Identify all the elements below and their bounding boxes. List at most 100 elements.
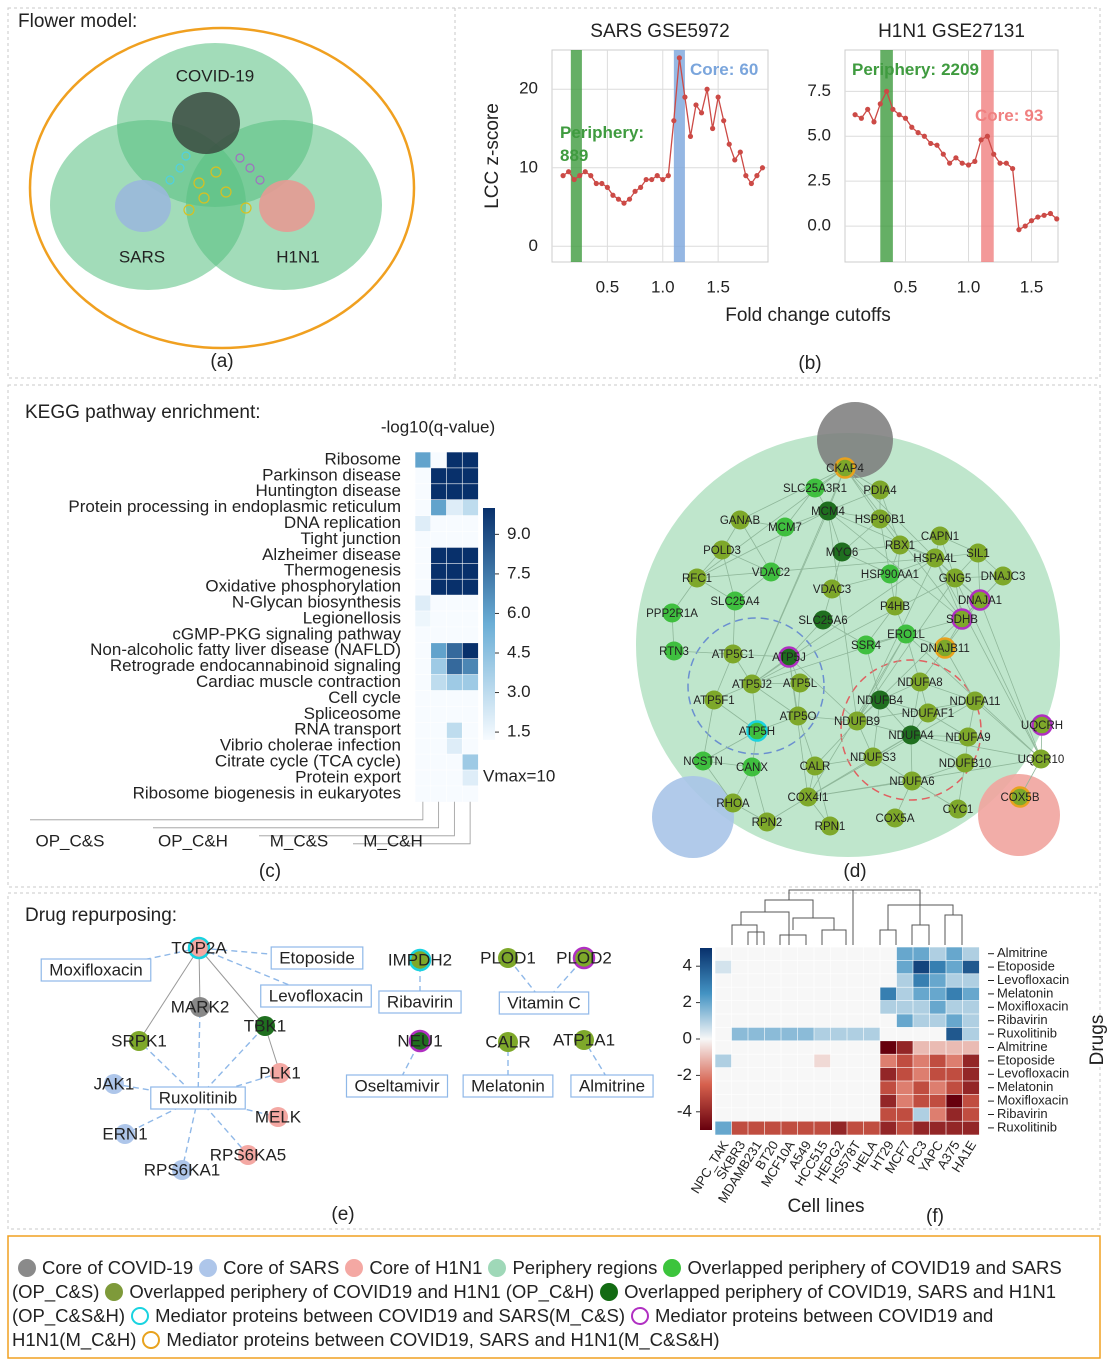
row-label: Levofloxacin: [997, 1066, 1069, 1081]
data-point: [571, 176, 577, 183]
heatmap-cell: [863, 1120, 881, 1136]
row-label: Etoposide: [997, 1052, 1055, 1067]
row-label: Ruxolitinib: [997, 1119, 1057, 1134]
legend-text: Overlapped periphery of COVID19, SARS an…: [12, 1281, 1057, 1326]
heatmap-cell: [430, 562, 448, 580]
heatmap-cell: [830, 1000, 848, 1015]
colorbar: [483, 508, 495, 740]
heatmap-cell: [461, 626, 479, 644]
heatmap-cell: [446, 483, 463, 501]
row-label: Etoposide: [997, 959, 1055, 974]
protein-node: [572, 946, 596, 970]
heatmap-cell: [797, 1107, 815, 1122]
data-point: [615, 196, 622, 202]
heatmap-cell: [813, 973, 832, 988]
data-point: [1003, 160, 1009, 166]
colorbar-tick-label: 6.0: [507, 603, 531, 622]
protein-node: [408, 948, 432, 972]
data-point: [997, 160, 1003, 166]
periphery-region: [636, 433, 1060, 857]
heatmap-cell: [912, 1053, 931, 1069]
network-edge: [954, 577, 1042, 760]
protein-label: NEU1: [397, 1031, 442, 1050]
protein-node: [408, 1029, 432, 1053]
heatmap-cell: [461, 658, 479, 676]
heatmap-cell: [962, 1013, 980, 1029]
node-label: VDAC3: [813, 584, 851, 596]
protein-node: [268, 1107, 288, 1127]
heatmap-cell: [929, 1000, 947, 1015]
data-point: [953, 155, 959, 161]
heatmap-cell: [414, 610, 432, 628]
heatmap-cell: [863, 1053, 881, 1069]
y-tick-label: 5.0: [807, 126, 831, 145]
heatmap-cell: [430, 753, 448, 771]
network-node: [945, 568, 965, 588]
network-node: [805, 756, 825, 776]
node-label: NDUFA6: [889, 776, 934, 788]
network-node: [993, 566, 1013, 586]
heatmap-cell: [945, 1107, 964, 1122]
heatmap-cell: [414, 626, 432, 644]
protein-node: [574, 1030, 594, 1050]
section-frame: [7, 7, 1101, 379]
section-frame: [7, 384, 1101, 888]
heatmap-cell: [764, 946, 782, 962]
heatmap-cell: [414, 674, 432, 692]
node-label: NDUFS3: [850, 752, 896, 764]
drug-network-edges: [95, 947, 613, 1171]
node-label: NDUFA8: [897, 677, 942, 689]
row-label: Ribavirin: [997, 1106, 1048, 1121]
protein-label: SRPK1: [111, 1031, 167, 1050]
heatmap-cell: [912, 986, 931, 1002]
heatmap-cell: [430, 483, 448, 501]
heatmap-cell: [863, 946, 881, 962]
heatmap-cell: [797, 1027, 815, 1042]
heatmap-cell: [896, 986, 914, 1002]
legend-text: Periphery regions: [512, 1257, 658, 1278]
heatmap-cell: [830, 1120, 848, 1136]
protein-label: CALR: [485, 1032, 530, 1051]
row-label: Spliceosome: [304, 704, 401, 723]
network-node: [951, 608, 973, 630]
protein-node: [238, 1145, 258, 1165]
heatmap-cell: [747, 1027, 766, 1042]
column-connector: [259, 801, 455, 837]
heatmap-cell: [912, 1067, 931, 1082]
heatmap-cell: [830, 1027, 848, 1042]
annotation-count: 60: [739, 60, 758, 79]
heatmap-cell: [414, 737, 432, 755]
heatmap-cell: [747, 1080, 766, 1096]
drug-box: [150, 1086, 246, 1110]
protein-node: [270, 1063, 290, 1083]
drug-box: [378, 990, 462, 1014]
heatmap-cell: [764, 1000, 782, 1015]
colorbar-tick-label: 1.5: [507, 722, 531, 741]
panel-label: (d): [843, 861, 866, 882]
heatmap-cell: [896, 1013, 914, 1029]
heatmap-cell: [780, 1094, 799, 1109]
data-point: [676, 55, 682, 61]
sars-core: [115, 180, 171, 232]
heatmap-cell: [879, 1040, 898, 1055]
legend: Core of COVID-19 Core of SARS Core of H1N1…: [12, 1256, 1096, 1352]
legend-text: Mediator proteins between COVID19 and H1…: [12, 1305, 994, 1350]
heatmap-cell: [780, 1040, 799, 1055]
colorbar-tick-label: -4: [677, 1101, 692, 1120]
heatmap-cell: [764, 986, 782, 1002]
colorbar-tick-label: 2: [683, 992, 692, 1011]
y-tick-label: 2.5: [807, 171, 831, 190]
heatmap-cell: [797, 1000, 815, 1015]
data-point: [978, 137, 984, 143]
row-label: Oxidative phosphorylation: [205, 577, 401, 596]
annotation-label: Periphery:: [560, 123, 644, 142]
row-label: Huntington disease: [255, 481, 401, 500]
drug-label: Ribavirin: [387, 992, 453, 1011]
node-label: DNAJC3: [981, 571, 1026, 583]
data-point: [865, 106, 871, 112]
node-label: COX4I1: [788, 792, 829, 804]
data-point: [883, 88, 890, 94]
highlight-band: [981, 50, 994, 262]
row-label: Almitrine: [997, 1039, 1048, 1054]
heatmap-cell: [764, 1027, 782, 1042]
